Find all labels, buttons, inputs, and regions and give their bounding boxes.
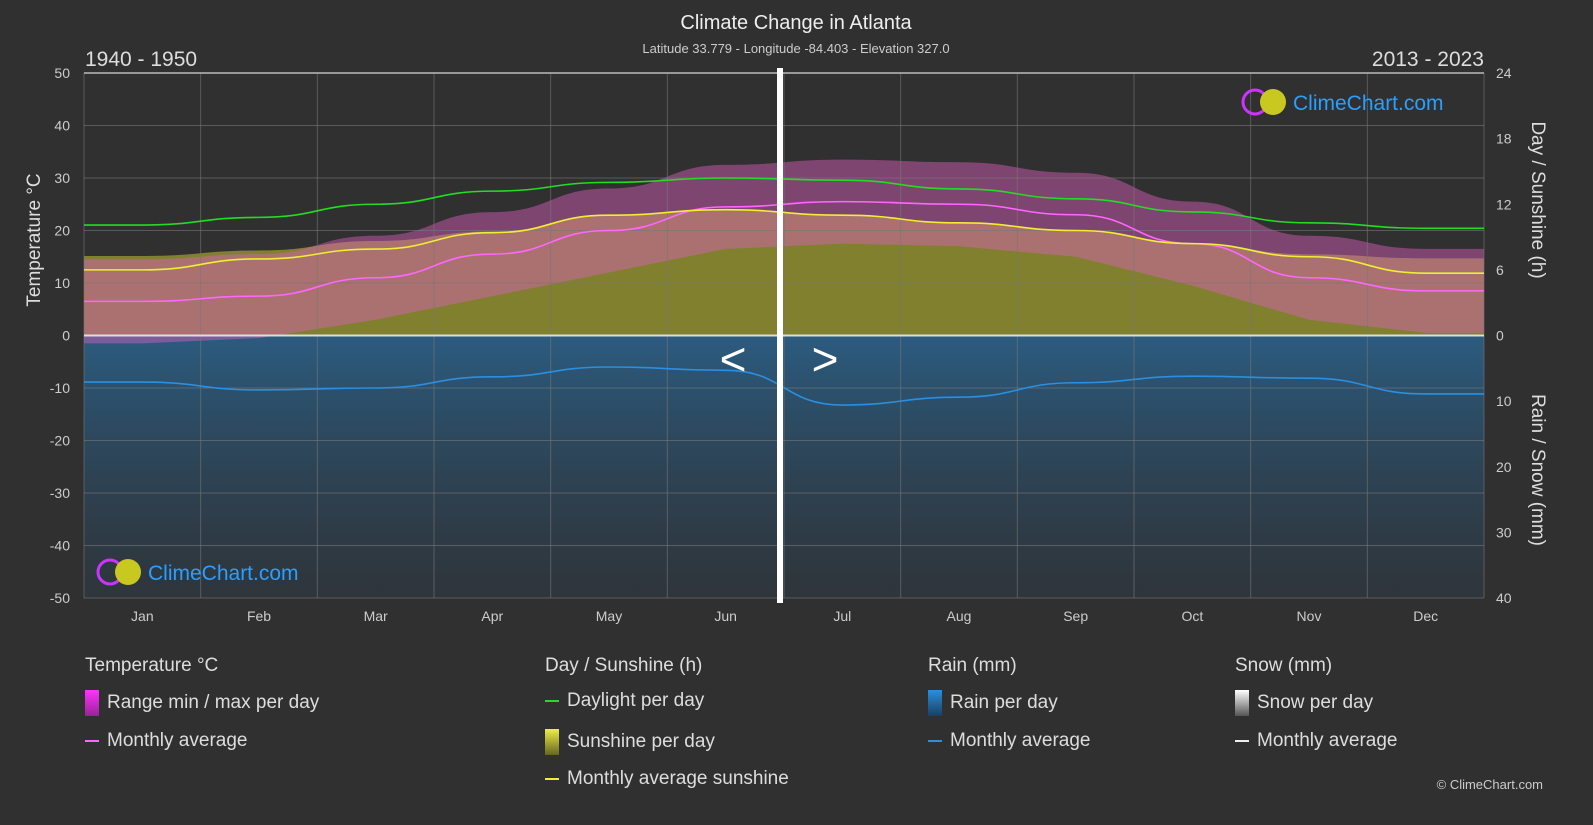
legend-sunshine-avg: Monthly average sunshine bbox=[545, 768, 789, 790]
sunshine-avg-line bbox=[83, 208, 1484, 274]
legend-sunshine: Sunshine per day bbox=[545, 729, 715, 755]
logo-icon bbox=[115, 559, 141, 585]
y-tick-label: 10 bbox=[54, 275, 70, 291]
brand-logo-text: ClimeChart.com bbox=[148, 562, 299, 585]
y-tick-label: 50 bbox=[54, 65, 70, 81]
range-swatch-icon bbox=[85, 690, 99, 716]
legend-label: Monthly average bbox=[950, 730, 1091, 751]
temperature-avg-line bbox=[84, 200, 1484, 303]
legend-snow-avg: Monthly average bbox=[1235, 730, 1397, 752]
rain-avg-line bbox=[84, 366, 1484, 406]
right-tick-label: 12 bbox=[1496, 196, 1512, 212]
right-tick-label: 10 bbox=[1496, 393, 1512, 409]
copyright: © ClimeChart.com bbox=[1436, 777, 1543, 792]
legend-title-snow: Snow (mm) bbox=[1235, 655, 1333, 676]
chart-subtitle: Latitude 33.779 - Longitude -84.403 - El… bbox=[642, 41, 949, 56]
daylight-line bbox=[83, 177, 1484, 230]
legend-title-temperature: Temperature °C bbox=[85, 655, 219, 676]
period-left: 1940 - 1950 bbox=[85, 48, 197, 71]
right-tick-label: 40 bbox=[1496, 590, 1512, 606]
legend-label: Sunshine per day bbox=[567, 731, 715, 752]
right-tick-label: 6 bbox=[1496, 262, 1504, 278]
legend-label: Monthly average bbox=[107, 730, 248, 751]
y-tick-label: 20 bbox=[54, 223, 70, 239]
x-tick-label: Aug bbox=[947, 608, 972, 624]
period-right: 2013 - 2023 bbox=[1372, 48, 1484, 71]
y-tick-label: -50 bbox=[50, 590, 70, 606]
y-tick-label: 30 bbox=[54, 170, 70, 186]
sunshine-swatch-icon bbox=[545, 729, 559, 755]
x-tick-label: May bbox=[596, 608, 622, 624]
legend-label: Monthly average sunshine bbox=[567, 768, 789, 789]
next-arrow-button[interactable]: > bbox=[812, 333, 839, 385]
x-tick-label: Jan bbox=[131, 608, 154, 624]
y-tick-label: -30 bbox=[50, 485, 70, 501]
legend-rain: Rain per day bbox=[928, 690, 1058, 716]
x-tick-label: Sep bbox=[1063, 608, 1088, 624]
y-axis-label-right-top: Day / Sunshine (h) bbox=[1527, 121, 1548, 278]
logo-icon bbox=[1260, 89, 1286, 115]
x-tick-label: Oct bbox=[1181, 608, 1203, 624]
legend-daylight: Daylight per day bbox=[545, 690, 704, 712]
x-tick-label: Jun bbox=[714, 608, 737, 624]
rain-swatch-icon bbox=[928, 690, 942, 716]
y-tick-label: -20 bbox=[50, 433, 70, 449]
x-tick-label: Nov bbox=[1297, 608, 1322, 624]
y-axis-label-right-bottom: Rain / Snow (mm) bbox=[1527, 394, 1548, 546]
x-tick-label: Apr bbox=[481, 608, 503, 624]
line-swatch-icon bbox=[1235, 740, 1249, 742]
snow-swatch-icon bbox=[1235, 690, 1249, 716]
legend-title-sunshine: Day / Sunshine (h) bbox=[545, 655, 703, 676]
legend-title-rain: Rain (mm) bbox=[928, 655, 1017, 676]
x-tick-label: Feb bbox=[247, 608, 271, 624]
legend-label: Snow per day bbox=[1257, 692, 1374, 713]
line-swatch-icon bbox=[85, 740, 99, 742]
legend-label: Monthly average bbox=[1257, 730, 1398, 751]
legend-snow: Snow per day bbox=[1235, 690, 1373, 716]
prev-arrow-button[interactable]: < bbox=[720, 333, 747, 385]
y-tick-label: 0 bbox=[62, 328, 70, 344]
right-tick-label: 0 bbox=[1496, 328, 1504, 344]
x-tick-label: Dec bbox=[1413, 608, 1438, 624]
legend-label: Daylight per day bbox=[567, 690, 705, 711]
y-axis-label-left: Temperature °C bbox=[24, 173, 45, 306]
line-swatch-icon bbox=[545, 700, 559, 702]
right-tick-label: 20 bbox=[1496, 459, 1512, 475]
period-divider bbox=[777, 68, 783, 603]
y-tick-label: -10 bbox=[50, 380, 70, 396]
brand-logo-text: ClimeChart.com bbox=[1293, 92, 1444, 115]
line-swatch-icon bbox=[545, 778, 559, 780]
legend-temp-avg: Monthly average bbox=[85, 730, 247, 752]
legend-label: Range min / max per day bbox=[107, 692, 320, 713]
y-tick-label: -40 bbox=[50, 538, 70, 554]
right-tick-label: 18 bbox=[1496, 131, 1512, 147]
x-tick-label: Jul bbox=[833, 608, 851, 624]
legend-temp-range: Range min / max per day bbox=[85, 690, 319, 716]
legend-label: Rain per day bbox=[950, 692, 1058, 713]
line-swatch-icon bbox=[928, 740, 942, 742]
legend-rain-avg: Monthly average bbox=[928, 730, 1090, 752]
right-tick-label: 30 bbox=[1496, 524, 1512, 540]
chart-title: Climate Change in Atlanta bbox=[680, 12, 912, 34]
y-tick-label: 40 bbox=[54, 118, 70, 134]
right-tick-label: 24 bbox=[1496, 65, 1512, 81]
x-tick-label: Mar bbox=[364, 608, 388, 624]
